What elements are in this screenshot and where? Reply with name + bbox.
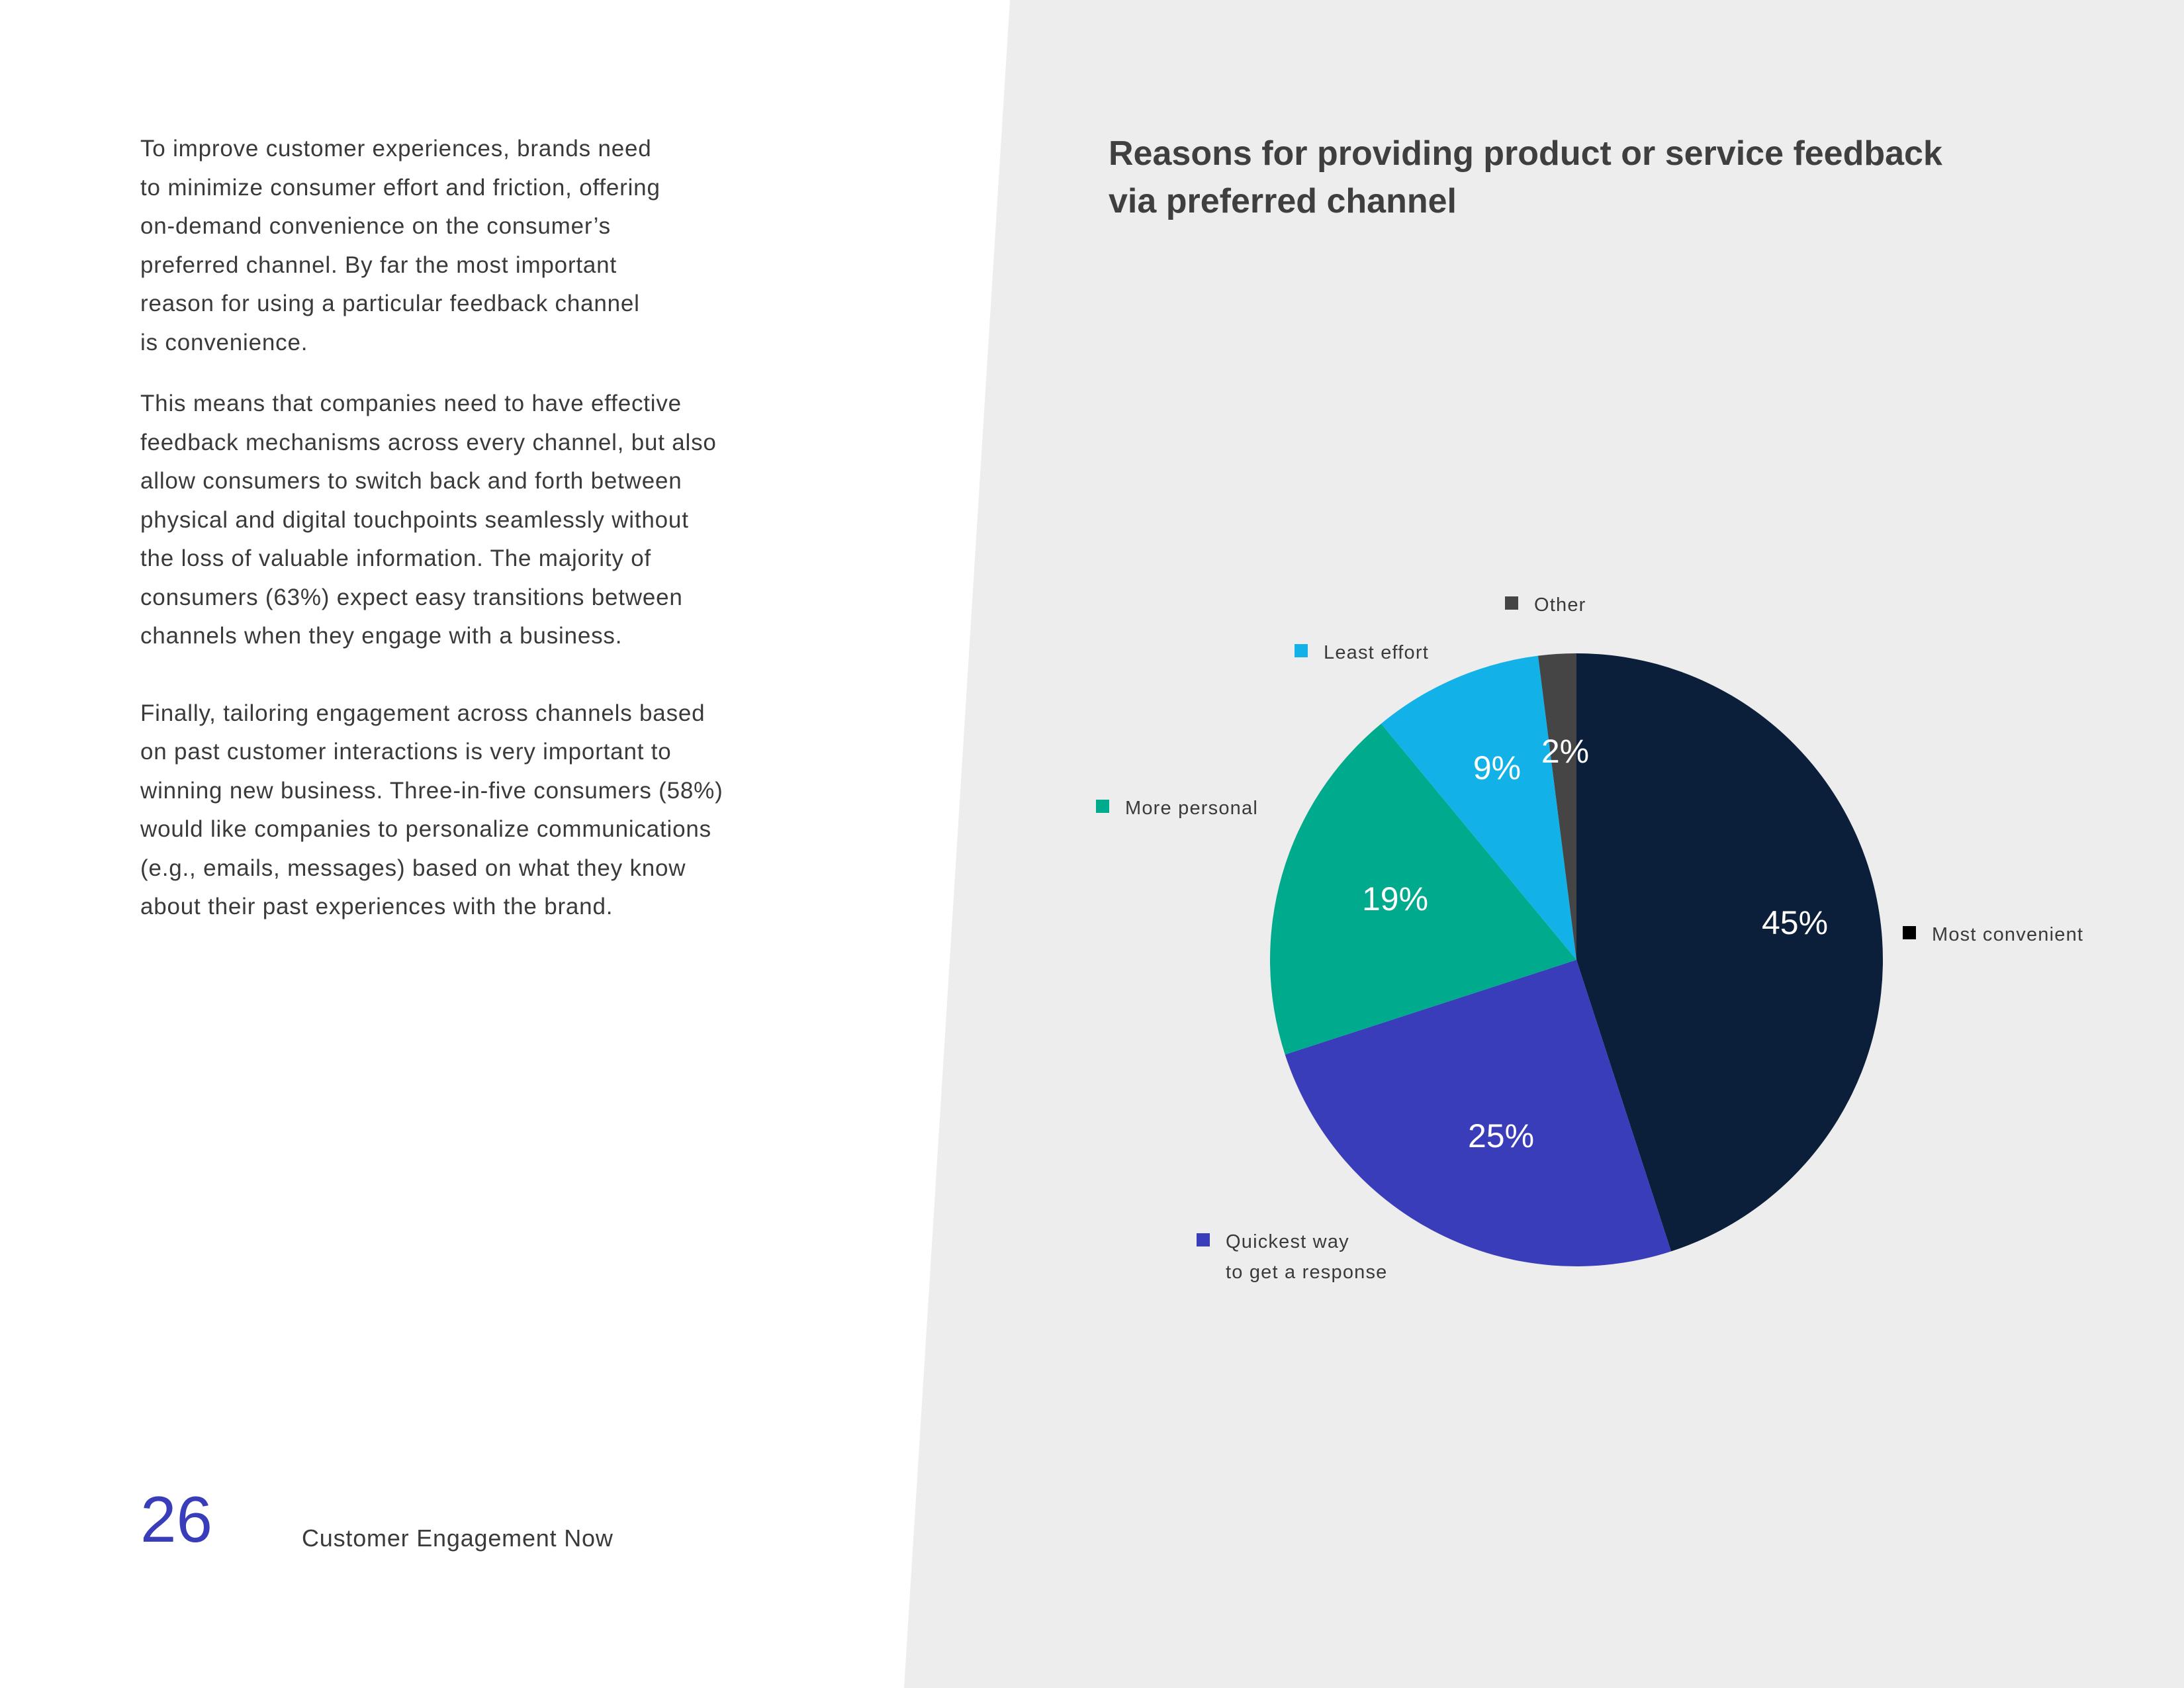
body-text-column: To improve customer experiences, brands …: [140, 130, 776, 927]
legend-item-0: Most convenient: [1903, 919, 2083, 950]
legend-swatch-4: [1505, 596, 1518, 610]
legend-swatch-3: [1295, 644, 1308, 657]
body-paragraph-2: This means that companies need to have e…: [140, 391, 717, 649]
page-number: 26: [140, 1483, 213, 1556]
legend-swatch-2: [1096, 800, 1109, 813]
pie-slice-0: [1576, 653, 1883, 1252]
pie-slice-label-0: 45%: [1762, 904, 1828, 941]
legend-swatch-0: [1903, 926, 1916, 939]
body-paragraph-1: To improve customer experiences, brands …: [140, 136, 660, 355]
pie-slice-label-1: 25%: [1468, 1117, 1534, 1154]
legend-label-4: Other: [1534, 594, 1586, 616]
legend-label-3: Least effort: [1324, 642, 1429, 663]
pie-slice-labels: 45% 25% 19% 9% 2%: [1362, 733, 1828, 1154]
pie-slices: [1270, 653, 1883, 1266]
legend-label-1: Quickest way to get a response: [1226, 1231, 1388, 1283]
chart-title: Reasons for providing product or service…: [1109, 134, 1942, 220]
pie-slice-label-3: 9%: [1473, 749, 1521, 786]
pie-slice-2: [1270, 724, 1576, 1055]
legend-label-0: Most convenient: [1932, 924, 2084, 945]
pie-slice-4: [1537, 653, 1576, 960]
pie-slice-3: [1381, 655, 1576, 960]
pie-slice-1: [1285, 960, 1672, 1266]
publication-title: Customer Engagement Now: [302, 1524, 614, 1552]
body-paragraph-3: Finally, tailoring engagement across cha…: [140, 700, 723, 920]
legend-item-1: Quickest way to get a response: [1197, 1227, 1388, 1288]
legend-item-2: More personal: [1096, 793, 1258, 823]
legend-item-4: Other: [1505, 590, 1586, 620]
legend-item-3: Least effort: [1295, 637, 1429, 668]
pie-slice-label-2: 19%: [1362, 880, 1428, 917]
legend-swatch-1: [1197, 1233, 1210, 1246]
pie-slice-label-4: 2%: [1541, 733, 1589, 770]
legend-label-2: More personal: [1125, 798, 1258, 819]
